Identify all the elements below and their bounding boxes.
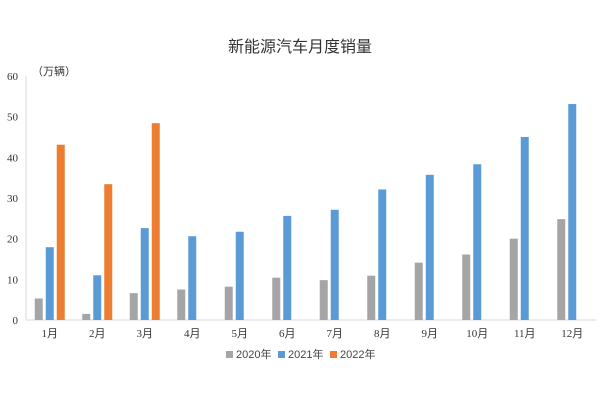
bar-2021年-4月 — [188, 236, 197, 320]
bar-2020年-8月 — [367, 275, 376, 320]
bar-2022年-3月 — [151, 123, 160, 320]
x-tick-group: 1月 2月 3月 4月 5月 6月 7月 8月 9月 10月 11月 12月 — [42, 328, 584, 340]
y-axis-unit-label: （万辆） — [32, 64, 76, 78]
bar-group — [34, 104, 577, 320]
bar-2021年-5月 — [235, 231, 244, 320]
legend-label: 2022年 — [340, 347, 375, 361]
bar-2022年-2月 — [104, 184, 113, 320]
y-tick-group: 0 10 20 30 40 50 60 — [7, 71, 19, 327]
bar-2020年-1月 — [34, 298, 43, 320]
bar-2020年-9月 — [414, 262, 423, 320]
bar-2020年-4月 — [177, 289, 186, 320]
x-tick-label: 11月 — [514, 328, 536, 340]
legend-swatch-2021年 — [278, 351, 285, 358]
y-tick-label: 10 — [7, 274, 19, 286]
x-tick-label: 4月 — [184, 328, 201, 340]
bar-2020年-11月 — [509, 238, 518, 320]
legend-swatch-2022年 — [330, 351, 337, 358]
legend: 2020年 2021年 2022年 — [226, 347, 375, 361]
y-tick-label: 60 — [7, 71, 19, 83]
y-tick-label: 20 — [7, 234, 19, 246]
legend-label: 2020年 — [236, 347, 271, 361]
x-tick-label: 10月 — [466, 328, 488, 340]
bar-2021年-12月 — [568, 104, 577, 320]
bar-2021年-6月 — [283, 215, 292, 320]
bar-2020年-3月 — [129, 293, 138, 320]
bar-2020年-6月 — [272, 277, 281, 320]
bar-2021年-2月 — [93, 275, 102, 320]
y-tick-label: 0 — [13, 315, 19, 327]
y-tick-label: 50 — [7, 112, 19, 124]
x-tick-label: 12月 — [561, 328, 583, 340]
x-tick-label: 9月 — [422, 328, 439, 340]
bar-2021年-7月 — [330, 209, 339, 320]
y-tick-label: 30 — [7, 193, 19, 205]
legend-label: 2021年 — [288, 347, 323, 361]
chart-title: 新能源汽车月度销量 — [228, 37, 372, 56]
y-tick-label: 40 — [7, 152, 19, 164]
bar-2021年-11月 — [520, 137, 529, 320]
bar-2020年-7月 — [319, 280, 328, 320]
bar-2021年-10月 — [473, 164, 482, 320]
bar-2020年-10月 — [462, 254, 471, 320]
bar-2021年-3月 — [140, 228, 149, 320]
x-tick-label: 5月 — [232, 328, 249, 340]
bar-2021年-9月 — [425, 174, 434, 320]
x-tick-label: 8月 — [374, 328, 391, 340]
x-tick-label: 7月 — [327, 328, 344, 340]
bar-2021年-1月 — [45, 247, 54, 320]
x-tick-label: 6月 — [279, 328, 296, 340]
legend-swatch-2020年 — [226, 351, 233, 358]
x-tick-label: 2月 — [89, 328, 106, 340]
bar-2020年-2月 — [82, 313, 91, 320]
bar-2021年-8月 — [378, 189, 387, 320]
x-tick-label: 3月 — [137, 328, 154, 340]
bar-2020年-5月 — [224, 286, 233, 320]
bar-2022年-1月 — [56, 144, 65, 320]
bar-2020年-12月 — [557, 219, 566, 320]
x-tick-label: 1月 — [42, 328, 59, 340]
